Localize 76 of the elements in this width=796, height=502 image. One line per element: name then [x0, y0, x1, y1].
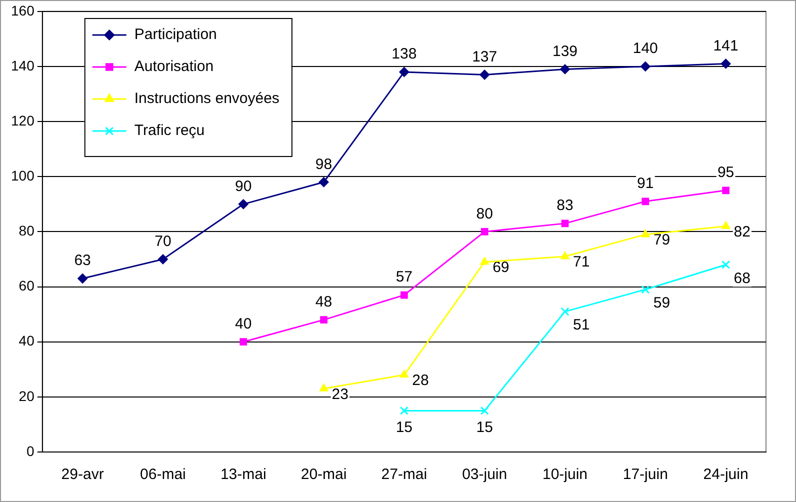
data-label: 71	[572, 254, 590, 271]
x-tick-label: 10-juin	[542, 466, 588, 484]
point	[722, 186, 730, 194]
point	[560, 251, 570, 260]
data-label: 137	[472, 48, 498, 66]
x-tick-label: 29-avr	[61, 466, 104, 484]
data-label: 23	[332, 386, 348, 403]
legend-label: Participation	[134, 26, 217, 44]
data-label: 139	[552, 42, 578, 60]
point	[318, 177, 329, 188]
y-tick-label: 80	[18, 222, 35, 239]
data-label: 82	[734, 223, 750, 240]
data-label: 98	[315, 156, 332, 173]
data-label: 59	[653, 294, 670, 312]
data-label: 91	[637, 175, 654, 192]
y-tick-label: 20	[18, 388, 35, 404]
y-tick-label: 160	[11, 2, 35, 18]
x-tick-label: 13-mai	[220, 466, 266, 484]
data-label: 15	[396, 418, 413, 436]
point	[399, 66, 410, 77]
y-tick-label: 60	[18, 278, 35, 294]
x-tick-label: 27-mai	[381, 466, 428, 484]
data-label: 138	[392, 46, 417, 63]
data-label: 90	[235, 178, 252, 195]
point	[480, 256, 489, 265]
legend-label: Trafic reçu	[134, 122, 205, 140]
point	[640, 229, 650, 238]
point	[158, 254, 168, 264]
point	[640, 61, 650, 72]
data-label: 15	[476, 418, 493, 436]
point	[480, 70, 490, 80]
point	[721, 221, 730, 229]
data-label: 63	[74, 252, 91, 270]
point	[319, 384, 328, 392]
point	[720, 58, 731, 69]
data-label: 141	[713, 37, 738, 54]
data-label: 48	[315, 293, 332, 310]
y-tick-label: 40	[18, 332, 35, 349]
y-tick-label: 100	[11, 167, 35, 184]
point	[480, 406, 489, 415]
point	[560, 307, 570, 316]
data-label: 40	[235, 315, 252, 332]
data-label: 70	[154, 232, 172, 250]
data-label: 51	[572, 316, 590, 334]
legend-label: Autorisation	[134, 58, 214, 76]
data-label: 140	[632, 40, 658, 58]
data-label: 69	[492, 259, 510, 276]
y-tick-label: 0	[26, 442, 35, 459]
data-label: 80	[476, 205, 493, 222]
point	[320, 316, 328, 324]
point	[561, 220, 569, 228]
y-tick-label: 140	[11, 57, 35, 74]
point	[641, 285, 650, 294]
x-tick-label: 06-mai	[140, 466, 186, 484]
x-tick-label: 17-juin	[622, 466, 668, 484]
x-tick-label: 24-juin	[703, 466, 748, 484]
data-label: 79	[653, 232, 670, 249]
point	[722, 260, 730, 270]
y-tick-label: 120	[11, 112, 35, 128]
legend-label: Instructions envoyées	[134, 90, 280, 108]
point	[400, 370, 409, 378]
x-tick-label: 03-juin	[462, 466, 508, 484]
point	[480, 228, 488, 236]
point	[400, 291, 408, 299]
data-label: 68	[734, 270, 750, 287]
point	[78, 274, 88, 284]
point	[238, 199, 248, 210]
point	[560, 64, 570, 74]
data-label: 28	[412, 372, 429, 390]
data-label: 57	[396, 268, 413, 286]
x-tick-label: 20-mai	[300, 466, 347, 484]
data-label: 83	[556, 197, 574, 214]
point	[400, 406, 408, 415]
data-label: 95	[717, 164, 734, 182]
point	[240, 338, 248, 346]
point	[642, 198, 650, 206]
